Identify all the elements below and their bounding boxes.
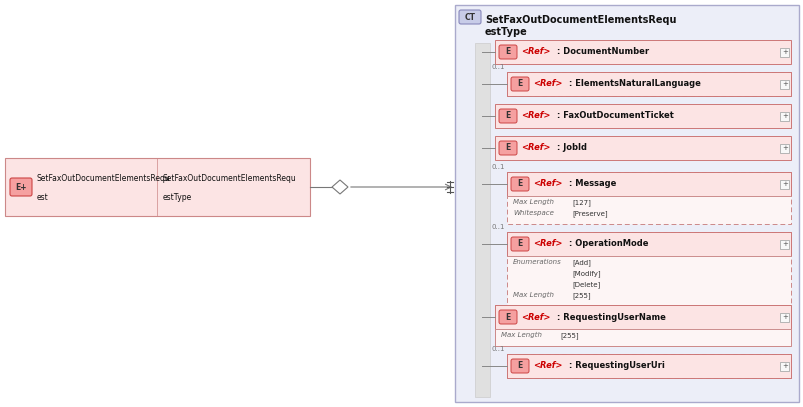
Text: <Ref>: <Ref> — [520, 144, 550, 153]
Text: +: + — [781, 314, 787, 320]
FancyBboxPatch shape — [511, 237, 528, 251]
FancyBboxPatch shape — [5, 158, 310, 216]
Text: estType: estType — [162, 193, 191, 202]
Text: +: + — [781, 181, 787, 187]
Text: : DocumentNumber: : DocumentNumber — [556, 48, 648, 57]
FancyBboxPatch shape — [499, 310, 516, 324]
FancyBboxPatch shape — [507, 172, 790, 224]
FancyBboxPatch shape — [495, 136, 790, 160]
Text: [255]: [255] — [571, 292, 590, 299]
Text: Max Length: Max Length — [500, 332, 541, 338]
FancyBboxPatch shape — [780, 239, 789, 249]
Text: Enumerations: Enumerations — [512, 259, 561, 265]
Text: E: E — [505, 112, 510, 120]
FancyBboxPatch shape — [499, 45, 516, 59]
FancyBboxPatch shape — [780, 112, 789, 120]
FancyBboxPatch shape — [780, 48, 789, 57]
Text: <Ref>: <Ref> — [532, 79, 561, 88]
Text: +: + — [781, 145, 787, 151]
Text: E: E — [517, 239, 522, 249]
Text: SetFaxOutDocumentElementsRequ: SetFaxOutDocumentElementsRequ — [162, 174, 296, 184]
Text: : FaxOutDocumentTicket: : FaxOutDocumentTicket — [556, 112, 673, 120]
FancyBboxPatch shape — [475, 43, 489, 397]
FancyBboxPatch shape — [507, 72, 790, 96]
Text: +: + — [781, 363, 787, 369]
FancyBboxPatch shape — [507, 232, 790, 306]
FancyBboxPatch shape — [495, 104, 790, 128]
FancyBboxPatch shape — [507, 232, 790, 256]
Text: [Modify]: [Modify] — [571, 270, 600, 277]
FancyBboxPatch shape — [511, 177, 528, 191]
Text: E: E — [517, 79, 522, 88]
FancyBboxPatch shape — [780, 361, 789, 370]
FancyBboxPatch shape — [780, 179, 789, 188]
Text: : JobId: : JobId — [556, 144, 586, 153]
Text: : Message: : Message — [569, 179, 616, 188]
FancyBboxPatch shape — [499, 109, 516, 123]
FancyBboxPatch shape — [507, 354, 790, 378]
Text: +: + — [781, 49, 787, 55]
Text: [127]: [127] — [571, 199, 590, 206]
Text: : RequestingUserUri: : RequestingUserUri — [569, 361, 664, 370]
Text: [Add]: [Add] — [571, 259, 590, 266]
Text: 0..1: 0..1 — [491, 346, 504, 352]
Text: : RequestingUserName: : RequestingUserName — [556, 313, 665, 322]
Text: SetFaxOutDocumentElementsRequ: SetFaxOutDocumentElementsRequ — [484, 15, 675, 25]
FancyBboxPatch shape — [459, 10, 480, 24]
FancyBboxPatch shape — [10, 178, 32, 196]
Text: [255]: [255] — [560, 332, 578, 339]
FancyBboxPatch shape — [495, 40, 790, 64]
Text: E: E — [505, 48, 510, 57]
FancyBboxPatch shape — [507, 354, 790, 378]
FancyBboxPatch shape — [495, 305, 790, 329]
Text: <Ref>: <Ref> — [532, 361, 561, 370]
Text: E+: E+ — [15, 182, 26, 192]
Text: : ElementsNaturalLanguage: : ElementsNaturalLanguage — [569, 79, 700, 88]
Text: +: + — [781, 81, 787, 87]
Text: [Delete]: [Delete] — [571, 281, 600, 288]
FancyBboxPatch shape — [511, 359, 528, 373]
Text: E: E — [517, 179, 522, 188]
Text: E: E — [517, 361, 522, 370]
Text: 0..1: 0..1 — [491, 164, 504, 170]
Text: <Ref>: <Ref> — [520, 48, 550, 57]
Text: Max Length: Max Length — [512, 292, 553, 298]
Text: E: E — [505, 144, 510, 153]
Text: SetFaxOutDocumentElementsRequ: SetFaxOutDocumentElementsRequ — [37, 174, 170, 184]
Text: +: + — [781, 113, 787, 119]
FancyBboxPatch shape — [511, 77, 528, 91]
Text: est: est — [37, 193, 49, 202]
Text: 0..1: 0..1 — [491, 64, 504, 70]
Text: <Ref>: <Ref> — [532, 179, 561, 188]
FancyBboxPatch shape — [780, 79, 789, 88]
Text: 0..1: 0..1 — [491, 224, 504, 230]
Text: <Ref>: <Ref> — [532, 239, 561, 249]
Text: estType: estType — [484, 27, 527, 37]
Text: <Ref>: <Ref> — [520, 112, 550, 120]
FancyBboxPatch shape — [495, 305, 790, 346]
FancyBboxPatch shape — [507, 172, 790, 196]
Text: Whitespace: Whitespace — [512, 210, 553, 216]
Text: +: + — [781, 241, 787, 247]
FancyBboxPatch shape — [507, 72, 790, 96]
Text: : OperationMode: : OperationMode — [569, 239, 648, 249]
FancyBboxPatch shape — [780, 313, 789, 322]
FancyBboxPatch shape — [780, 144, 789, 153]
Polygon shape — [332, 180, 348, 194]
Text: Max Length: Max Length — [512, 199, 553, 205]
FancyBboxPatch shape — [499, 141, 516, 155]
Text: E: E — [505, 313, 510, 322]
Text: CT: CT — [464, 13, 475, 22]
Text: <Ref>: <Ref> — [520, 313, 550, 322]
FancyBboxPatch shape — [454, 5, 798, 402]
Text: [Preserve]: [Preserve] — [571, 210, 607, 217]
